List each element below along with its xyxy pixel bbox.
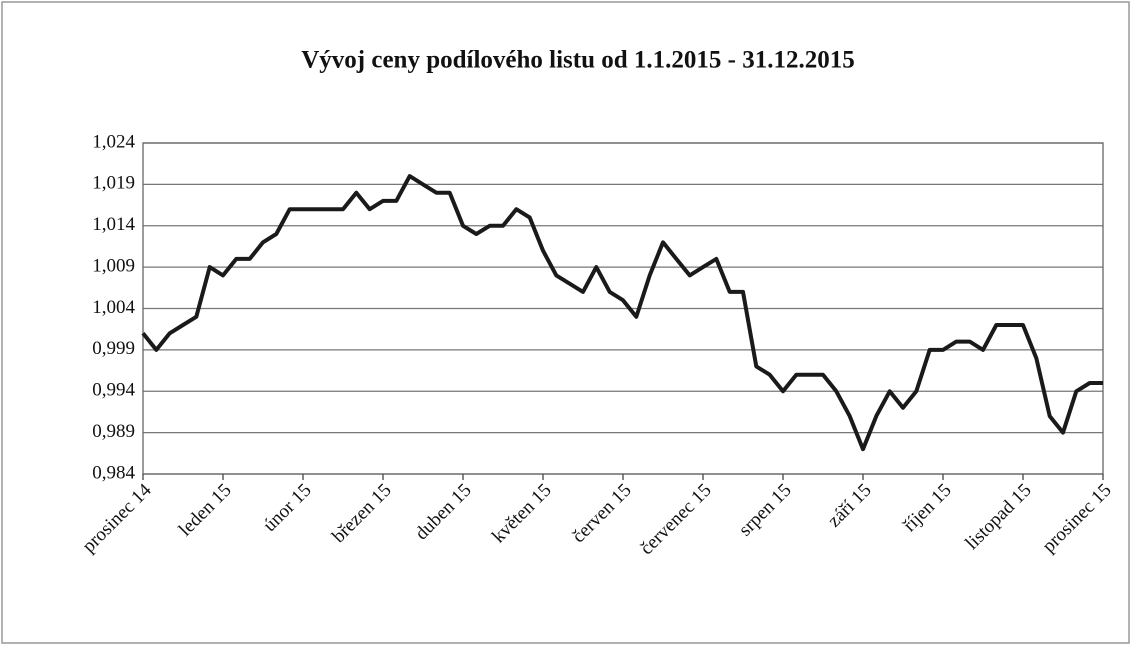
chart-title: Vývoj ceny podílového listu od 1.1.2015 … <box>301 47 855 74</box>
y-tick-label: 0,994 <box>92 380 135 401</box>
y-tick-label: 0,999 <box>92 338 135 359</box>
y-tick-label: 0,989 <box>92 421 135 442</box>
y-tick-label: 1,014 <box>92 214 135 235</box>
y-tick-label: 1,024 <box>92 131 135 152</box>
line-series <box>141 174 1103 452</box>
y-tick-label: 1,004 <box>92 297 135 318</box>
y-tick-label: 1,019 <box>92 173 135 194</box>
y-tick-label: 0,984 <box>92 462 135 483</box>
y-tick-label: 1,009 <box>92 255 135 276</box>
